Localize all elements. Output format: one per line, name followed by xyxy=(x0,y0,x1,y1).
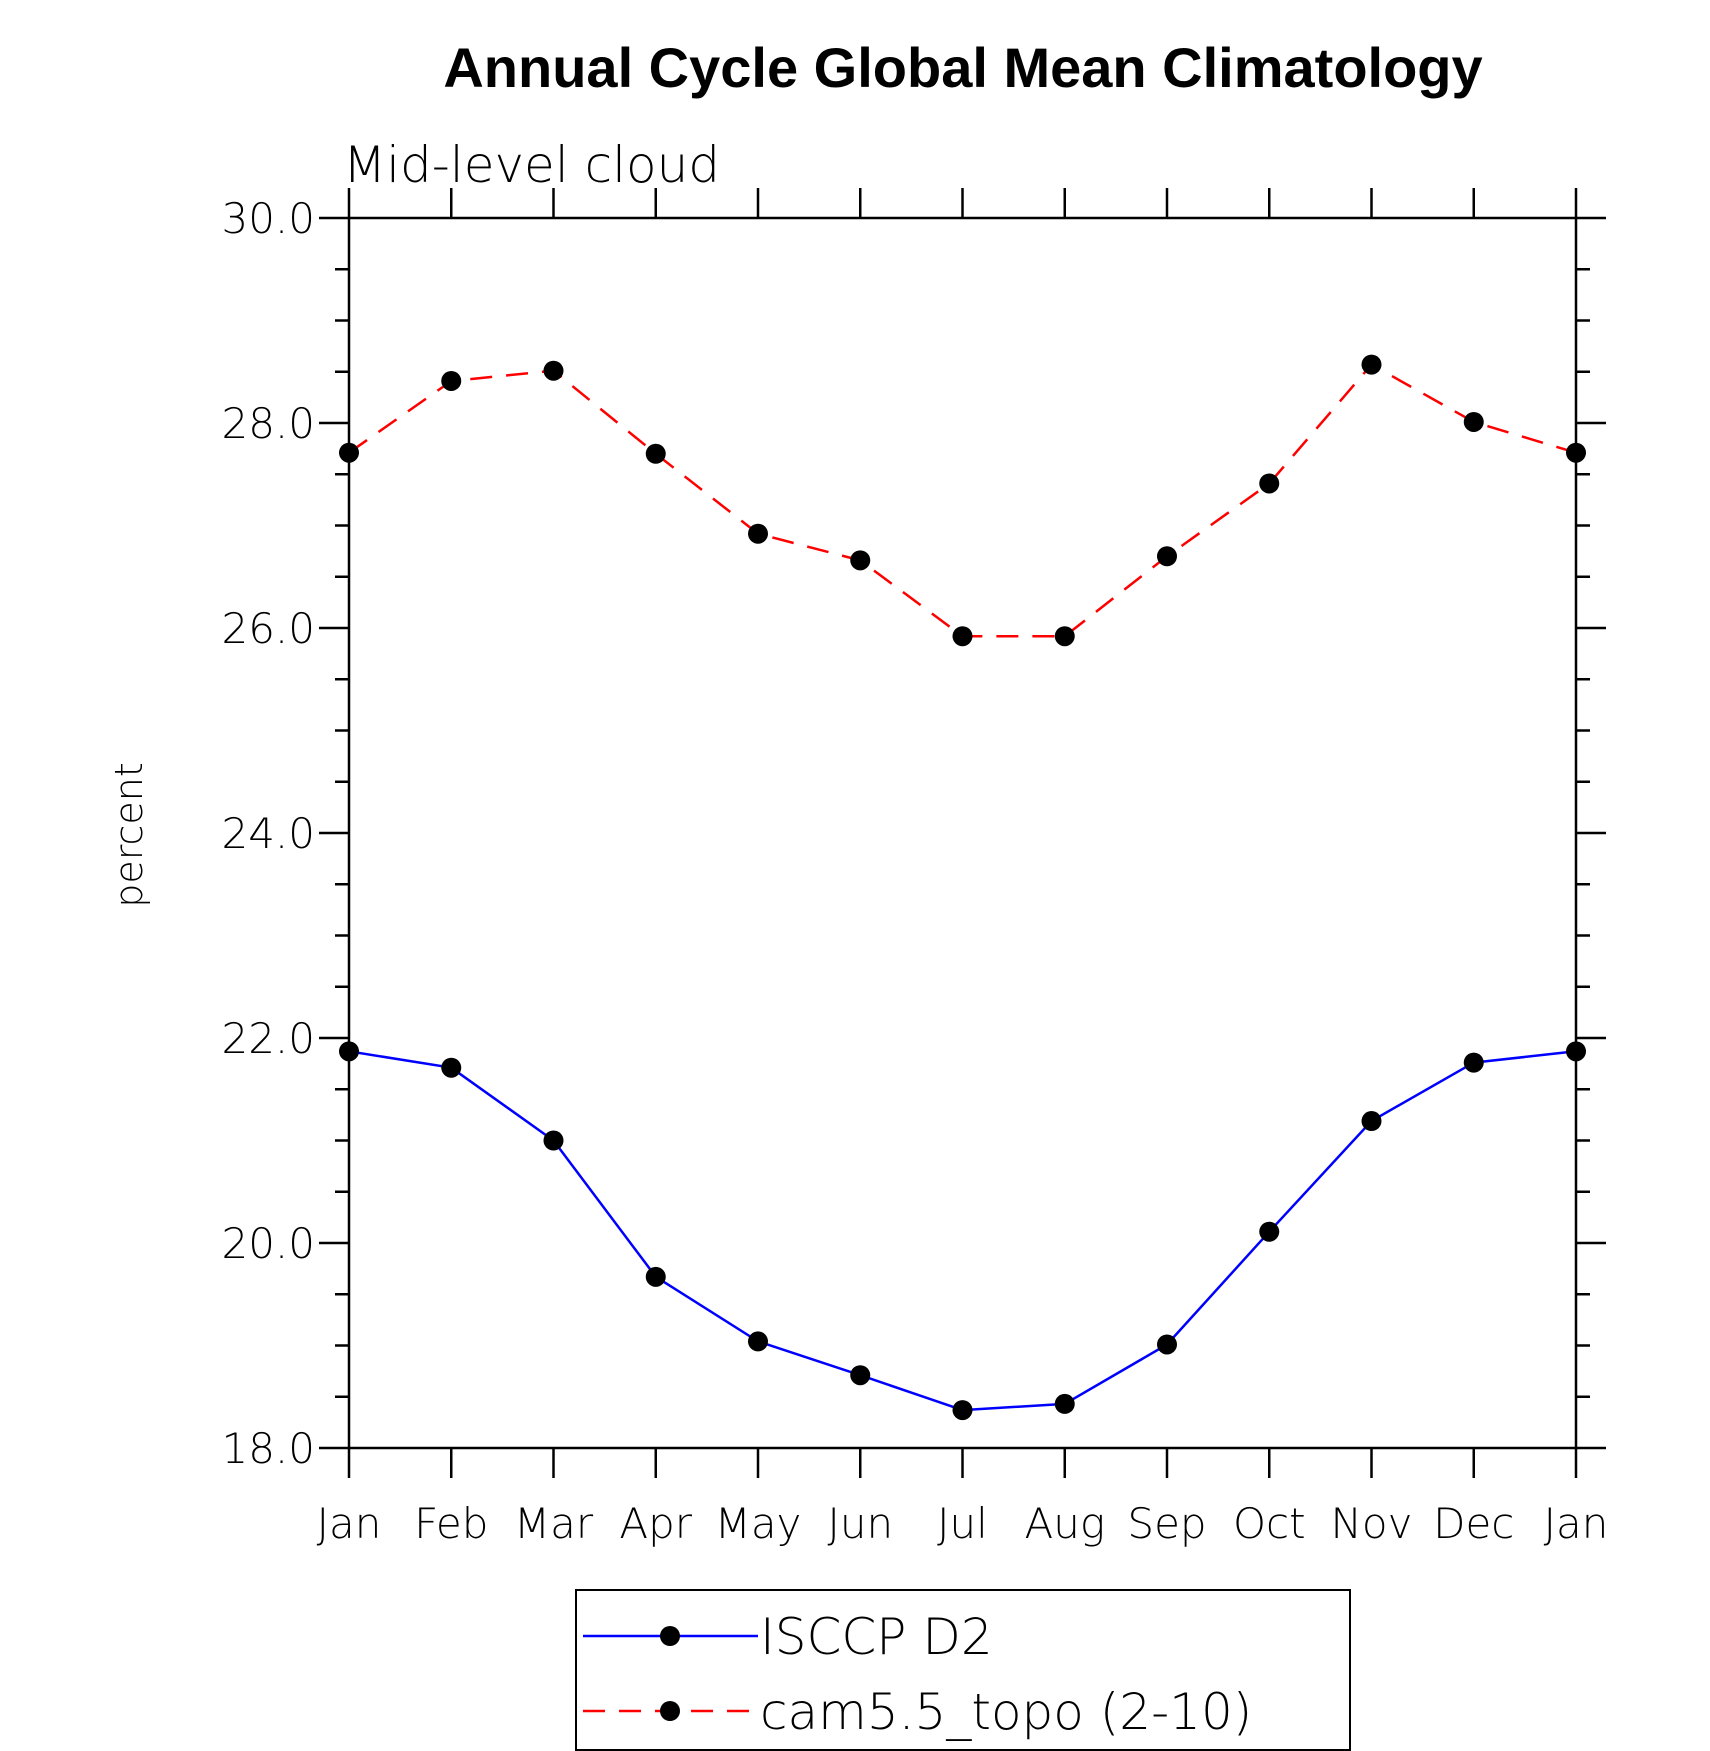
legend-marker xyxy=(660,1701,680,1721)
y-tick-label: 18.0 xyxy=(221,1424,315,1473)
data-point xyxy=(645,1266,666,1287)
plot-frame xyxy=(347,216,1578,1450)
x-tick-label: Sep xyxy=(1127,1499,1206,1548)
chart-title: Annual Cycle Global Mean Climatology xyxy=(443,36,1482,99)
x-tick-label: Jul xyxy=(937,1499,988,1548)
data-point xyxy=(1054,1393,1075,1414)
data-point xyxy=(339,1041,359,1062)
x-tick-label: Aug xyxy=(1024,1499,1105,1548)
legend-box xyxy=(575,1589,1351,1751)
series-layer xyxy=(339,354,1586,1421)
x-axis-ticks: Jan Feb Mar Apr May Jun Jul Aug Sep Oct Nov Dec Jan xyxy=(317,188,1609,1548)
y-tick-label: 30.0 xyxy=(221,194,315,243)
x-tick-label: Jan xyxy=(317,1499,382,1548)
y-tick-label: 20.0 xyxy=(221,1219,315,1268)
y-tick-label: 28.0 xyxy=(221,399,315,448)
data-point xyxy=(1259,473,1280,494)
data-point xyxy=(1463,1052,1484,1073)
x-tick-label: Nov xyxy=(1331,1499,1413,1548)
data-point xyxy=(850,550,871,571)
x-tick-label: Dec xyxy=(1433,1499,1514,1548)
y-axis-label: percent xyxy=(107,762,151,908)
data-point xyxy=(1157,1334,1177,1355)
legend-label: ISCCP D2 xyxy=(760,1608,993,1666)
x-tick-label: Apr xyxy=(619,1499,692,1548)
data-point xyxy=(543,360,564,381)
legend-marker xyxy=(660,1626,680,1646)
data-point xyxy=(1463,411,1484,432)
data-point xyxy=(645,443,666,464)
data-point xyxy=(1566,1041,1586,1062)
x-tick-label: Oct xyxy=(1233,1499,1306,1548)
x-tick-label: May xyxy=(715,1499,802,1548)
data-point xyxy=(850,1365,871,1386)
data-point xyxy=(1054,626,1075,647)
data-point xyxy=(748,523,768,544)
data-point xyxy=(952,1400,973,1421)
data-point xyxy=(339,442,359,463)
x-tick-label: Mar xyxy=(514,1499,594,1548)
series-line xyxy=(348,363,1577,638)
chart-subtitle: Mid-level cloud xyxy=(343,136,720,194)
x-tick-label: Jun xyxy=(827,1499,893,1548)
x-tick-label: Feb xyxy=(414,1499,488,1548)
data-point xyxy=(441,1057,462,1078)
y-tick-label: 26.0 xyxy=(221,604,315,653)
series-line xyxy=(348,1050,1577,1412)
data-point xyxy=(1259,1221,1280,1242)
x-tick-label: Jan xyxy=(1544,1499,1609,1548)
data-point xyxy=(543,1130,564,1151)
legend: ISCCP D2 cam5.5_topo (2-10) xyxy=(575,1589,1351,1751)
data-point xyxy=(952,626,973,647)
data-point xyxy=(1157,546,1177,567)
y-tick-label: 22.0 xyxy=(221,1014,315,1063)
y-axis-ticks: 18.0 20.0 22.0 24.0 26.0 28.0 30.0 xyxy=(221,194,1606,1473)
data-point xyxy=(1566,442,1586,463)
data-point xyxy=(748,1331,768,1352)
data-point xyxy=(1361,354,1382,375)
legend-label: cam5.5_topo (2-10) xyxy=(760,1683,1252,1741)
data-point xyxy=(441,370,462,391)
y-tick-label: 24.0 xyxy=(221,809,315,858)
data-point xyxy=(1361,1111,1382,1132)
